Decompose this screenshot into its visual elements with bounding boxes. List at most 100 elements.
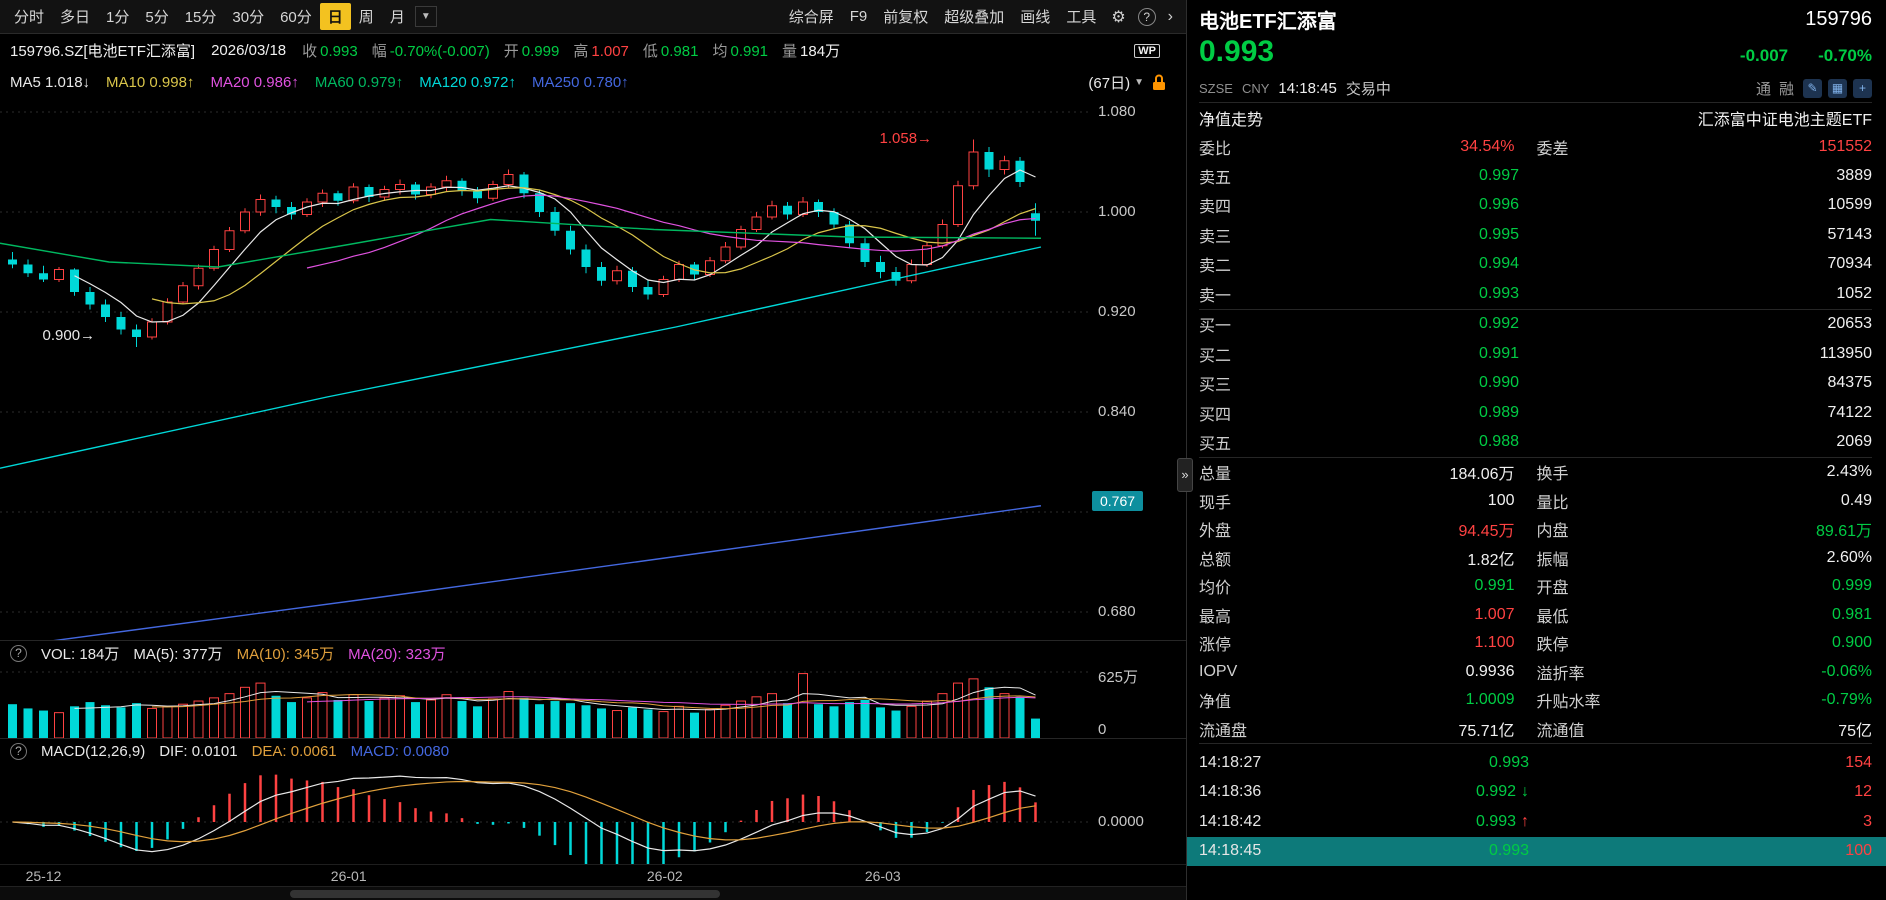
ask-list: 卖五 0.997 3889 卖四 0.996 10599 卖三 0.995 57143 卖二 0.9… [1199, 161, 1872, 309]
ma-value-ma5: MA5 1.018↓ [10, 74, 91, 91]
up-arrow-icon: ↑ [1521, 812, 1529, 830]
stats-row: 总额 1.82亿 振幅 2.60% [1199, 544, 1872, 573]
stat-value-float-value: 75亿 [1838, 722, 1872, 740]
help-icon[interactable]: ? [1137, 7, 1156, 26]
stat-label-float-value: 流通值 [1536, 722, 1585, 740]
order-level-label: 买五 [1199, 436, 1232, 454]
volume-chart[interactable] [0, 666, 1090, 738]
period-tab-30min[interactable]: 30分 [232, 9, 265, 26]
grid-icon[interactable]: ▦ [1828, 79, 1847, 98]
lock-icon[interactable] [1152, 74, 1166, 91]
stat-value-limit-up: 1.100 [1474, 634, 1515, 652]
volume-ma5-label: MA(5): 377万 [133, 646, 223, 663]
price-axis-label: 0.840 [1098, 403, 1136, 420]
etf-full-name: 汇添富中证电池主题ETF [1697, 112, 1872, 129]
macd-axis: 0.0000 [1090, 764, 1186, 864]
tick-row-2: 14:18:36 0.992 ↓ 12 [1199, 778, 1872, 808]
order-price: 0.997 [1478, 166, 1519, 184]
stats-row: IOPV 0.9936 溢折率 -0.06% [1199, 658, 1872, 687]
gear-icon[interactable]: ⚙ [1111, 8, 1126, 26]
period-tab-monthly[interactable]: 月 [389, 9, 405, 26]
stat-label-open: 开盘 [1536, 580, 1569, 598]
period-tab-15min[interactable]: 15分 [184, 9, 217, 26]
ask-row-1[interactable]: 卖一 0.993 1052 [1199, 279, 1872, 309]
nav-trend-link[interactable]: 净值走势 [1199, 112, 1264, 129]
period-tab-5min[interactable]: 5分 [145, 9, 169, 26]
stat-label-total-volume: 总量 [1199, 466, 1232, 484]
period-tab-weekly[interactable]: 周 [358, 9, 374, 26]
bid-row-5[interactable]: 买五 0.988 2069 [1199, 428, 1872, 458]
exchange-label: SZSE [1199, 81, 1233, 96]
period-tab-1min[interactable]: 1分 [106, 9, 130, 26]
commission-row: 委比 34.54% 委差 151552 [1199, 133, 1872, 161]
panel-collapse-handle[interactable]: » [1177, 458, 1193, 492]
menu-item-f9[interactable]: F9 [849, 8, 868, 25]
price-axis: 1.080 1.000 0.920 0.840 0.680 0.767 [1090, 98, 1186, 640]
etf-name: 电池ETF汇添富 [1199, 10, 1337, 33]
order-price: 0.995 [1478, 225, 1519, 243]
order-volume: 2069 [1836, 433, 1872, 451]
quote-field-label: 收 [302, 43, 318, 60]
ask-row-2[interactable]: 卖二 0.994 70934 [1199, 250, 1872, 280]
ask-row-5[interactable]: 卖五 0.997 3889 [1199, 161, 1872, 191]
macd-help-icon[interactable]: ? [10, 743, 27, 760]
bid-row-4[interactable]: 买四 0.989 74122 [1199, 398, 1872, 428]
quote-field-label: 低 [642, 43, 658, 60]
ask-row-3[interactable]: 卖三 0.995 57143 [1199, 220, 1872, 250]
expand-icon[interactable]: › [1167, 7, 1173, 25]
ma-value-ma60: MA60 0.979↑ [314, 74, 404, 91]
edit-icon[interactable]: ✎ [1803, 79, 1822, 98]
macd-chart[interactable] [0, 764, 1090, 864]
period-dropdown-caret[interactable]: ▼ [414, 6, 437, 27]
stat-label-current-volume: 现手 [1199, 494, 1232, 512]
chevron-down-icon: ▼ [1134, 77, 1144, 88]
tick-volume: 154 [1845, 753, 1872, 771]
period-tab-60min[interactable]: 60分 [280, 9, 312, 26]
bid-row-2[interactable]: 买二 0.991 113950 [1199, 339, 1872, 369]
ask-row-4[interactable]: 卖四 0.996 10599 [1199, 191, 1872, 221]
order-volume: 3889 [1836, 166, 1872, 184]
ma-value-ma120: MA120 0.972↑ [419, 74, 516, 91]
weicha-value: 151552 [1818, 138, 1872, 155]
period-tab-time-share[interactable]: 分时 [14, 9, 45, 26]
menu-item-forward-adjusted[interactable]: 前复权 [883, 9, 929, 26]
stat-value-limit-down: 0.900 [1831, 634, 1872, 652]
stat-label-avg-price: 均价 [1199, 580, 1232, 598]
menu-item-composite-screen[interactable]: 综合屏 [788, 9, 834, 26]
range-selector[interactable]: (67日) ▼ [1088, 72, 1144, 93]
menu-item-tools[interactable]: 工具 [1066, 9, 1097, 26]
order-volume: 84375 [1827, 374, 1873, 392]
bid-row-3[interactable]: 买三 0.990 84375 [1199, 369, 1872, 399]
add-icon[interactable]: + [1853, 79, 1872, 98]
ma-value-ma20: MA20 0.986↑ [210, 74, 299, 91]
bid-row-1[interactable]: 买一 0.992 20653 [1199, 310, 1872, 340]
volume-plot[interactable] [0, 666, 1090, 738]
price-axis-label: 1.000 [1098, 203, 1136, 220]
quote-field-value: -0.70%(-0.007) [389, 43, 490, 60]
candlestick-chart[interactable] [0, 98, 1090, 640]
period-tab-multi-day[interactable]: 多日 [60, 9, 91, 26]
wp-badge[interactable]: WP [1134, 43, 1160, 58]
scrollbar-thumb[interactable] [290, 890, 720, 898]
quote-panel-header: 电池ETF汇添富 159796 [1199, 3, 1872, 35]
horizontal-scrollbar[interactable] [0, 886, 1186, 900]
tick-time: 14:18:36 [1199, 783, 1262, 801]
candlestick-plot[interactable]: 1.058→ 0.900→ [0, 98, 1090, 640]
quote-field: 收 0.993 [302, 40, 358, 61]
menu-item-super-overlay[interactable]: 超级叠加 [944, 9, 1005, 26]
menu-item-draw-lines[interactable]: 画线 [1020, 9, 1051, 26]
volume-help-icon[interactable]: ? [10, 645, 27, 662]
order-price: 0.994 [1478, 255, 1519, 273]
range-label: (67日) [1088, 75, 1131, 92]
macd-plot[interactable] [0, 764, 1090, 864]
period-tab-daily[interactable]: 日 [319, 3, 351, 30]
stat-label-total-amount: 总额 [1199, 551, 1232, 569]
tick-time: 14:18:42 [1199, 812, 1262, 830]
order-price: 0.990 [1478, 374, 1519, 392]
quote-field: 均 0.991 [712, 40, 768, 61]
price-change-pct: -0.70% [1818, 46, 1872, 65]
stat-value-iopv: 0.9936 [1465, 662, 1515, 680]
order-level-label: 卖三 [1199, 228, 1232, 246]
order-volume: 10599 [1827, 196, 1873, 214]
